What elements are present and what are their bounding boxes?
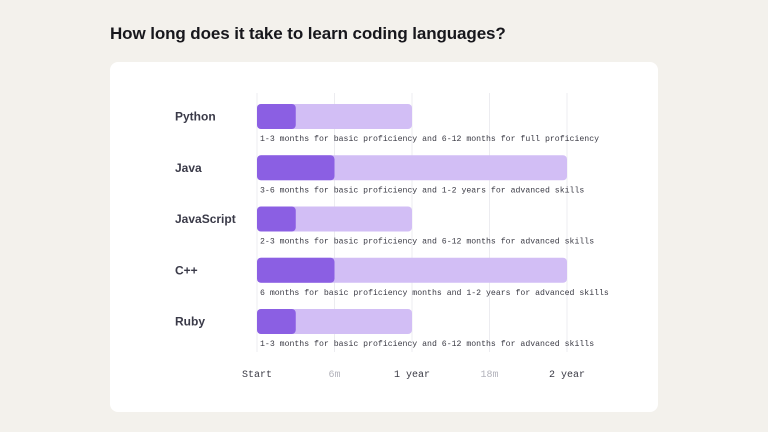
category-label: Java [175, 161, 202, 175]
bar-basic [257, 206, 296, 232]
x-tick-label: 2 year [549, 370, 585, 381]
category-label: JavaScript [175, 212, 236, 226]
x-tick-label: 18m [480, 370, 498, 381]
category-label: Python [175, 110, 216, 124]
bar-basic [257, 309, 296, 334]
category-label: C++ [175, 263, 198, 277]
bar-annotation: 6 months for basic proficiency months an… [260, 288, 609, 298]
bar-basic [257, 257, 335, 283]
bar-basic [257, 104, 296, 129]
bar-annotation: 1-3 months for basic proficiency and 6-1… [260, 134, 599, 144]
x-tick-label: Start [242, 370, 272, 381]
bar-annotation: 3-6 months for basic proficiency and 1-2… [260, 185, 584, 195]
chart-title: How long does it take to learn coding la… [110, 24, 506, 43]
bar-basic [257, 155, 335, 181]
x-tick-label: 1 year [394, 370, 430, 381]
bar-annotation: 1-3 months for basic proficiency and 6-1… [260, 339, 594, 349]
category-label: Ruby [175, 315, 205, 329]
x-tick-label: 6m [328, 370, 340, 381]
bar-annotation: 2-3 months for basic proficiency and 6-1… [260, 237, 594, 247]
